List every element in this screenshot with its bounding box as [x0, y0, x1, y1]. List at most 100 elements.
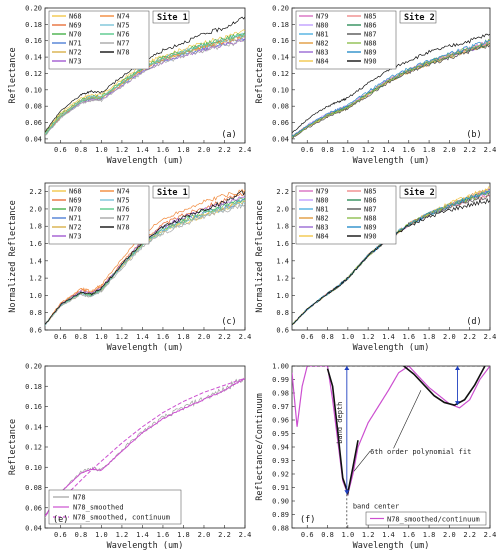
x-tick-label: 2.4 [239, 333, 252, 341]
y-tick-label: 0.12 [25, 444, 42, 452]
x-axis-label: Wavelength (um) [107, 541, 184, 551]
x-tick-label: 0.6 [54, 531, 67, 539]
x-tick-label: 0.8 [321, 333, 334, 341]
legend-label-N75: N75 [117, 197, 130, 205]
legend-label-N78: N78 [117, 224, 130, 232]
y-axis-label: Reflectance/Continuum [255, 393, 265, 500]
y-tick-label: 0.98 [272, 390, 289, 398]
y-tick-label: 0.90 [272, 498, 289, 506]
series-line-N78_smoothed/continuum [292, 366, 490, 497]
polynomial-fit-curve [403, 366, 486, 407]
legend-label-N75: N75 [117, 22, 130, 30]
x-tick-label: 1.2 [116, 531, 129, 539]
x-tick-label: 1.2 [362, 146, 375, 154]
x-tick-label: 1.0 [95, 333, 108, 341]
legend-label-N69: N69 [69, 197, 82, 205]
y-axis-label: Reflectance [255, 47, 265, 103]
x-tick-label: 2.2 [218, 531, 231, 539]
x-tick-label: 2.4 [239, 531, 252, 539]
legend-label-N87: N87 [364, 206, 377, 214]
site-label: Site 2 [404, 187, 435, 198]
y-tick-label: 2.0 [29, 205, 42, 213]
site-badge [152, 10, 190, 24]
series-line-N78_smoothed [45, 377, 245, 517]
x-tick-label: 2.0 [198, 333, 211, 341]
band-center-label: band center [353, 502, 399, 510]
y-tick-label: 2.0 [276, 205, 289, 213]
x-tick-label: 2.0 [443, 146, 456, 154]
x-tick-label: 1.2 [362, 531, 375, 539]
x-tick-label: 1.6 [157, 531, 170, 539]
legend-label-N89: N89 [364, 224, 377, 232]
y-tick-label: 0.10 [25, 464, 42, 472]
y-tick-label: 2.2 [29, 188, 42, 196]
x-tick-label: 1.0 [342, 333, 355, 341]
x-tick-label: 2.2 [218, 333, 231, 341]
series-line-N90 [292, 33, 490, 134]
y-tick-label: 0.18 [272, 21, 289, 29]
series-line-N77 [45, 203, 245, 325]
y-tick-label: 0.04 [25, 525, 42, 533]
legend-label-N79: N79 [316, 188, 329, 196]
y-tick-label: 0.12 [25, 70, 42, 78]
panel-label: (c) [221, 317, 236, 327]
y-tick-label: 0.10 [272, 86, 289, 94]
legend-label: N78_smoothed, continuum [73, 514, 170, 522]
plot-area [45, 188, 245, 326]
y-tick-label: 0.06 [25, 119, 42, 127]
legend-label-N71: N71 [69, 40, 82, 48]
y-tick-label: 0.18 [25, 383, 42, 391]
x-axis-label: Wavelength (um) [107, 343, 184, 353]
y-tick-label: 0.16 [25, 37, 42, 45]
x-tick-label: 1.4 [382, 531, 395, 539]
panel-label: (d) [466, 317, 481, 327]
x-tick-label: 0.8 [75, 333, 88, 341]
legend-label: N78_smoothed [73, 504, 124, 512]
y-tick-label: 0.08 [272, 103, 289, 111]
y-tick-label: 1.4 [276, 257, 289, 265]
series-line-N78_smoothed, continuum [45, 377, 245, 517]
x-tick-label: 0.6 [301, 333, 314, 341]
y-tick-label: 1.8 [276, 223, 289, 231]
x-tick-label: 0.8 [321, 531, 334, 539]
legend-label-N88: N88 [364, 40, 377, 48]
site-badge [399, 185, 437, 199]
x-tick-label: 0.8 [321, 146, 334, 154]
y-tick-label: 0.96 [272, 417, 289, 425]
legend-label-N84: N84 [316, 58, 329, 66]
x-tick-label: 2.4 [484, 146, 497, 154]
legend-label-N74: N74 [117, 188, 130, 196]
y-tick-label: 0.20 [272, 5, 289, 13]
legend-label-N81: N81 [316, 31, 329, 39]
legend-box [48, 489, 182, 525]
x-tick-label: 1.4 [136, 333, 149, 341]
y-tick-label: 0.99 [272, 376, 289, 384]
x-tick-label: 1.8 [423, 333, 436, 341]
x-tick-label: 1.2 [116, 333, 129, 341]
legend-label-N74: N74 [117, 13, 130, 21]
legend-label-N78: N78 [117, 49, 130, 57]
legend-label-N70: N70 [69, 206, 82, 214]
y-tick-label: 0.6 [276, 327, 289, 335]
x-axis-label: Wavelength (um) [353, 156, 430, 166]
legend-label-N72: N72 [69, 49, 82, 57]
legend-label: N78_smoothed/continuum [387, 516, 480, 524]
y-tick-label: 0.6 [29, 327, 42, 335]
x-tick-label: 1.8 [177, 531, 190, 539]
legend-box [295, 10, 397, 70]
y-tick-label: 1.00 [272, 363, 289, 371]
y-tick-label: 1.4 [29, 257, 42, 265]
legend-label-N83: N83 [316, 49, 329, 57]
panel-e: 0.6 0.8 1.0 1.2 1.4 1.6 1.8 2.0 2.2 2.4 0.04 0.06 0.… [8, 363, 251, 552]
x-tick-label: 1.4 [136, 146, 149, 154]
legend-label-N87: N87 [364, 31, 377, 39]
y-tick-label: 0.16 [25, 403, 42, 411]
y-tick-label: 0.08 [25, 484, 42, 492]
legend-label-N77: N77 [117, 40, 130, 48]
x-tick-label: 1.0 [342, 531, 355, 539]
x-tick-label: 1.8 [177, 333, 190, 341]
y-tick-label: 0.20 [25, 363, 42, 371]
legend-label-N68: N68 [69, 13, 82, 21]
panel-f: 0.6 0.8 1.0 1.2 1.4 1.6 1.8 2.0 2.2 2.4 0.88 0.89 0.… [255, 363, 496, 552]
x-tick-label: 2.2 [463, 531, 476, 539]
